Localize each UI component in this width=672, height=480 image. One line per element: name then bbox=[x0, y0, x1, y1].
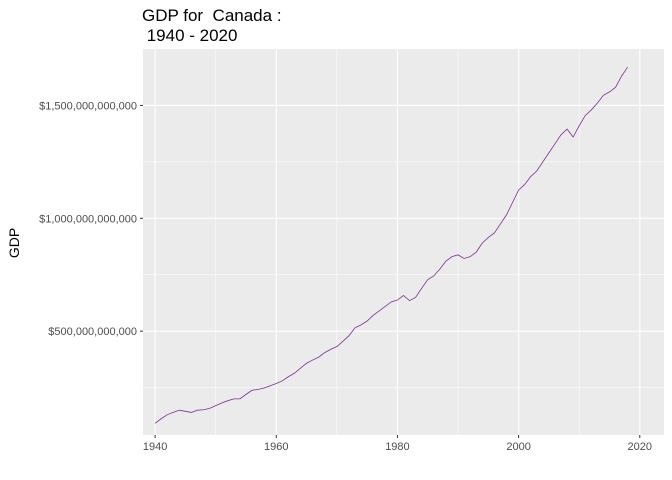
y-tick-label: $500,000,000,000 bbox=[48, 326, 137, 338]
chart-title-line2: 1940 - 2020 bbox=[142, 26, 238, 45]
y-tick-label: $1,500,000,000,000 bbox=[39, 100, 137, 112]
grid-major bbox=[143, 49, 664, 435]
x-tick-label: 1940 bbox=[143, 441, 167, 453]
x-axis: 1940 1960 1980 2000 2020 bbox=[143, 435, 652, 453]
chart-title: GDP for Canada : 1940 - 2020 bbox=[142, 6, 282, 46]
x-tick-label: 1960 bbox=[264, 441, 288, 453]
x-tick-label: 1980 bbox=[385, 441, 409, 453]
x-tick-label: 2000 bbox=[506, 441, 530, 453]
gdp-line bbox=[154, 66, 628, 424]
y-axis: $500,000,000,000 $1,000,000,000,000 $1,500… bbox=[39, 100, 143, 338]
x-tick-label: 2020 bbox=[628, 441, 652, 453]
plot-panel bbox=[143, 49, 664, 435]
chart-title-line1: GDP for Canada : bbox=[142, 6, 282, 25]
grid-minor bbox=[143, 49, 664, 435]
y-tick-label: $1,000,000,000,000 bbox=[39, 213, 137, 225]
y-axis-label: GDP bbox=[6, 228, 22, 258]
